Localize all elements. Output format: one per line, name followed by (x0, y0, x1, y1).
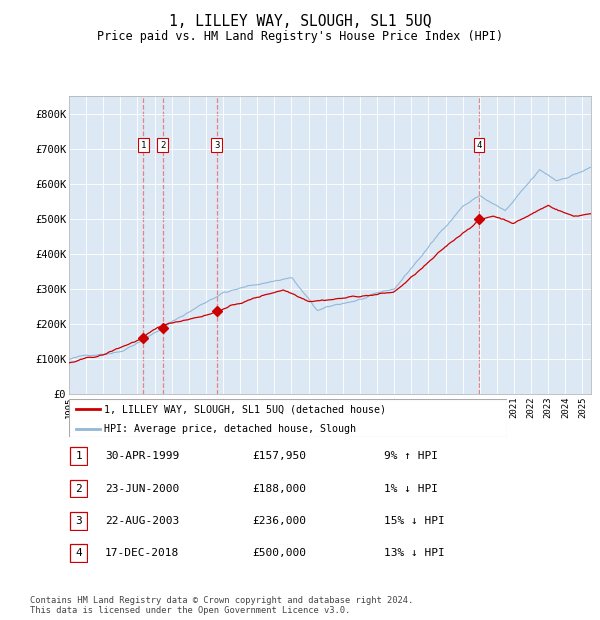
Text: 1: 1 (140, 141, 146, 149)
Text: £188,000: £188,000 (252, 484, 306, 494)
Text: 9% ↑ HPI: 9% ↑ HPI (384, 451, 438, 461)
Text: 4: 4 (476, 141, 482, 149)
Text: HPI: Average price, detached house, Slough: HPI: Average price, detached house, Slou… (104, 425, 356, 435)
Text: 1, LILLEY WAY, SLOUGH, SL1 5UQ (detached house): 1, LILLEY WAY, SLOUGH, SL1 5UQ (detached… (104, 404, 386, 414)
Text: 1, LILLEY WAY, SLOUGH, SL1 5UQ: 1, LILLEY WAY, SLOUGH, SL1 5UQ (169, 14, 431, 29)
Text: 23-JUN-2000: 23-JUN-2000 (105, 484, 179, 494)
Text: 1% ↓ HPI: 1% ↓ HPI (384, 484, 438, 494)
Text: 17-DEC-2018: 17-DEC-2018 (105, 548, 179, 558)
Text: 3: 3 (214, 141, 220, 149)
Text: 1: 1 (75, 451, 82, 461)
Text: 2: 2 (160, 141, 166, 149)
Text: £157,950: £157,950 (252, 451, 306, 461)
Text: £236,000: £236,000 (252, 516, 306, 526)
Text: Price paid vs. HM Land Registry's House Price Index (HPI): Price paid vs. HM Land Registry's House … (97, 30, 503, 43)
Text: £500,000: £500,000 (252, 548, 306, 558)
Text: 3: 3 (75, 516, 82, 526)
Text: 22-AUG-2003: 22-AUG-2003 (105, 516, 179, 526)
Text: 30-APR-1999: 30-APR-1999 (105, 451, 179, 461)
Text: Contains HM Land Registry data © Crown copyright and database right 2024.
This d: Contains HM Land Registry data © Crown c… (30, 596, 413, 615)
Text: 4: 4 (75, 548, 82, 558)
Text: 13% ↓ HPI: 13% ↓ HPI (384, 548, 445, 558)
Text: 2: 2 (75, 484, 82, 494)
Text: 15% ↓ HPI: 15% ↓ HPI (384, 516, 445, 526)
